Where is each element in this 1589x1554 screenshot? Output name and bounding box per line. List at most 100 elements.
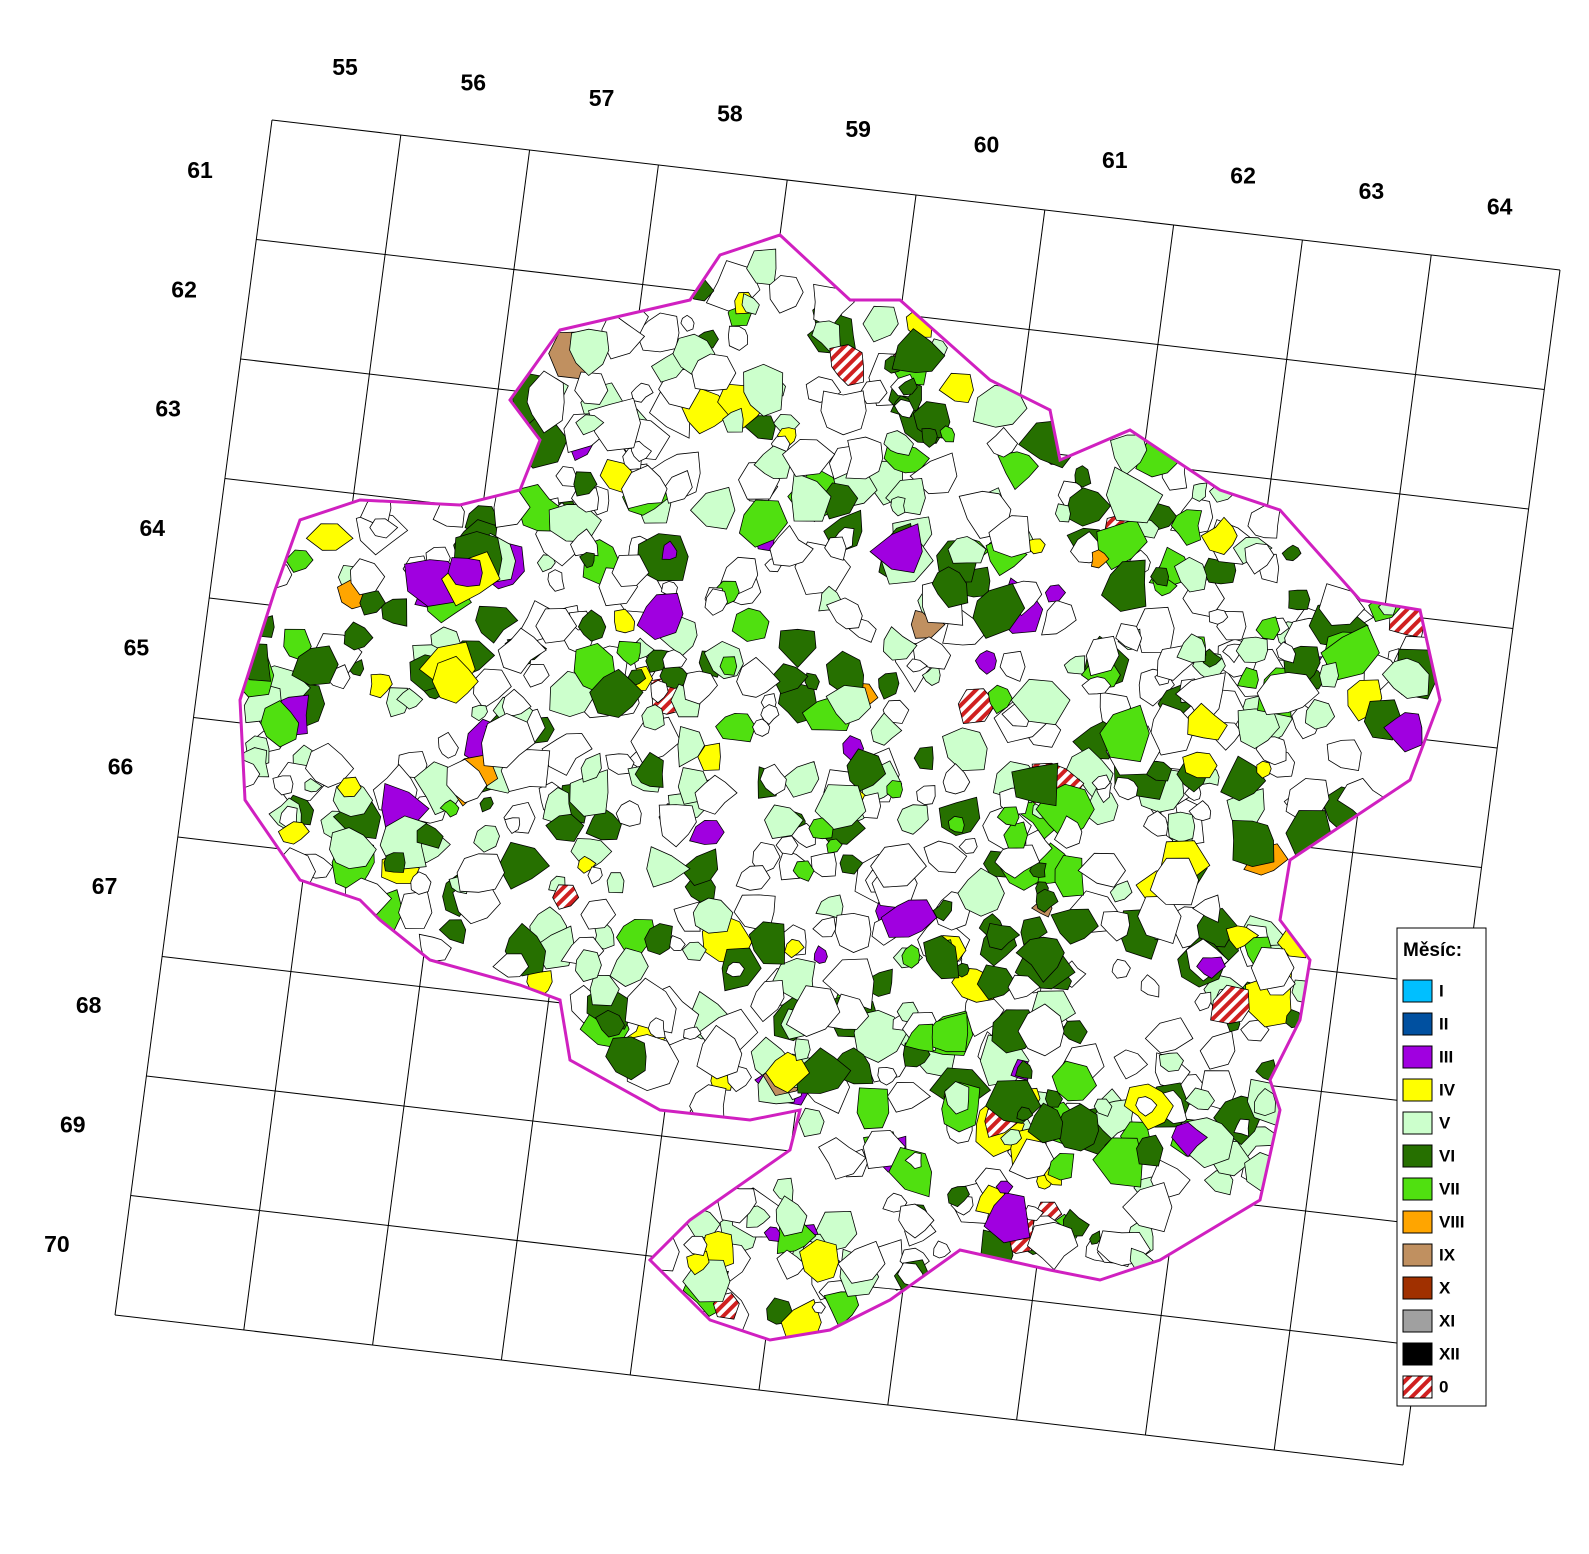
municipality <box>1208 609 1229 625</box>
municipality <box>1044 584 1067 603</box>
municipality <box>862 305 899 343</box>
municipality <box>957 867 1005 917</box>
municipality <box>983 1192 1031 1244</box>
municipality <box>1105 466 1164 524</box>
municipality <box>1054 854 1085 898</box>
municipality <box>931 566 969 608</box>
municipality <box>609 947 649 987</box>
municipality <box>1244 543 1275 575</box>
municipality <box>743 363 784 417</box>
municipality <box>1029 862 1047 878</box>
municipality <box>891 328 946 374</box>
row-label: 69 <box>60 1111 86 1137</box>
municipality <box>799 1238 839 1283</box>
legend-swatch <box>1402 1210 1433 1234</box>
legend-label: XII <box>1439 1344 1460 1363</box>
municipality <box>595 1009 626 1038</box>
municipality <box>1235 636 1268 663</box>
municipality <box>877 1066 898 1086</box>
municipality <box>999 650 1026 682</box>
municipality <box>921 427 938 448</box>
municipality <box>569 328 610 377</box>
municipality <box>987 684 1013 715</box>
municipality <box>541 733 593 776</box>
municipality <box>1383 712 1423 753</box>
municipality <box>497 627 547 674</box>
municipality <box>778 628 817 668</box>
row-label: 67 <box>92 873 118 899</box>
municipality <box>829 344 864 386</box>
municipality <box>646 846 691 888</box>
municipality <box>504 817 521 835</box>
municipality <box>577 609 607 642</box>
municipality <box>369 673 393 699</box>
municipality <box>396 687 424 710</box>
municipality <box>1150 567 1170 587</box>
municipality <box>475 605 519 644</box>
municipality <box>446 758 488 804</box>
municipality <box>886 780 903 799</box>
municipality <box>986 426 1019 458</box>
municipality <box>775 1195 808 1237</box>
municipality <box>260 700 300 748</box>
municipality <box>1113 776 1139 801</box>
municipality <box>1184 1087 1215 1111</box>
municipality <box>904 1151 922 1170</box>
municipality <box>1041 599 1077 636</box>
municipality <box>681 941 707 961</box>
municipality <box>349 558 386 596</box>
municipality <box>547 569 565 592</box>
municipality <box>882 699 910 724</box>
municipality <box>1255 736 1287 766</box>
municipality <box>957 688 997 725</box>
municipality <box>1304 699 1336 730</box>
municipality <box>764 804 804 839</box>
municipality <box>642 1233 680 1272</box>
municipality <box>839 854 864 875</box>
row-label: 66 <box>108 754 134 780</box>
legend-swatch <box>1402 1045 1433 1069</box>
municipality <box>769 275 804 314</box>
municipality <box>738 499 788 548</box>
municipality <box>580 752 602 783</box>
municipality <box>1176 633 1207 663</box>
municipality <box>1017 1003 1065 1057</box>
municipality <box>1255 616 1281 641</box>
municipality <box>997 451 1039 491</box>
municipality <box>689 486 736 530</box>
municipality <box>1288 589 1311 611</box>
municipality <box>1050 908 1099 945</box>
municipality <box>630 716 682 764</box>
municipality <box>473 825 500 853</box>
municipality <box>1326 739 1362 771</box>
municipality <box>1000 1128 1022 1146</box>
municipality <box>897 804 929 835</box>
municipality <box>573 471 598 497</box>
municipality <box>624 977 677 1034</box>
municipality <box>1254 1087 1276 1117</box>
municipality <box>1194 991 1212 1012</box>
municipality <box>621 464 668 510</box>
grid-labels: 55 56 57 58 59 60 61 62 63 64 61 62 63 64 65 66 67 68 69 70 <box>44 54 1513 1257</box>
municipality <box>1101 559 1147 612</box>
legend-title: Měsíc: <box>1403 940 1462 961</box>
municipality <box>1135 1096 1158 1117</box>
municipality <box>870 843 927 888</box>
municipality <box>947 536 987 564</box>
legend-label: 0 <box>1439 1377 1448 1396</box>
municipality <box>759 763 787 796</box>
column-label: 56 <box>461 70 487 96</box>
column-label: 64 <box>1487 194 1513 220</box>
municipality <box>972 583 1026 639</box>
municipality <box>277 821 310 845</box>
municipality <box>731 607 770 642</box>
municipality <box>933 1240 951 1259</box>
municipality <box>893 399 915 419</box>
municipality <box>615 800 642 827</box>
legend-swatch <box>1402 1276 1433 1300</box>
municipality <box>641 704 665 731</box>
municipality <box>535 608 578 644</box>
row-label: 64 <box>140 515 166 541</box>
municipality <box>944 1081 970 1115</box>
